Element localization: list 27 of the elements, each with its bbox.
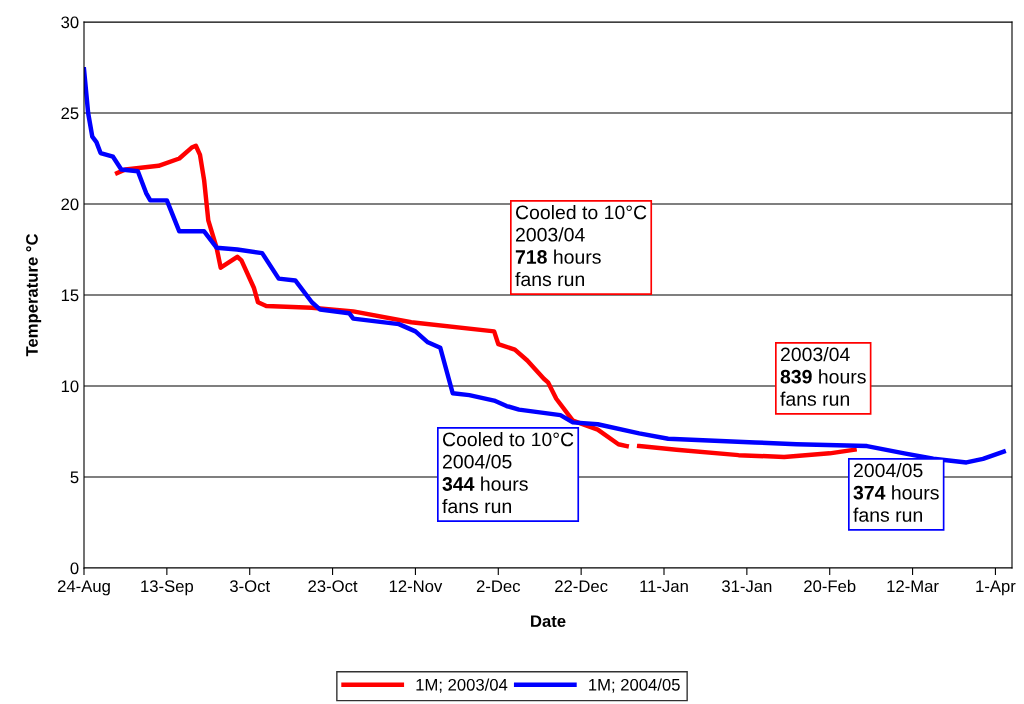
y-tick-label: 25 [61, 107, 79, 120]
annotation: 2004/05 374 hours fans run [853, 463, 939, 522]
y-tick-label: 5 [70, 471, 79, 484]
y-tick-label: 10 [61, 380, 79, 393]
y-tick-label: 0 [70, 562, 79, 575]
y-axis-title: Temperature °C [26, 233, 42, 357]
annotation: Cooled to 10°C 2003/04 718 hours fans run [515, 205, 647, 287]
x-tick-label: 24-Aug [57, 580, 110, 596]
x-tick-label: 13-Sep [141, 580, 194, 596]
annotation: 2003/04 839 hours fans run [780, 347, 866, 406]
annotation: Cooled to 10°C 2004/05 344 hours fans run [442, 432, 574, 514]
x-tick-label: 23-Oct [308, 580, 358, 593]
x-tick-label: 2-Dec [476, 580, 521, 593]
x-tick-label: 12-Mar [887, 580, 939, 593]
y-tick-label: 15 [61, 289, 79, 302]
x-tick-label: 11-Jan [640, 580, 688, 593]
legend-label: 1M; 2004/05 [589, 678, 680, 693]
x-tick-label: 3-Oct [229, 580, 270, 593]
y-tick-label: 30 [61, 16, 79, 29]
x-tick-label: 1-Apr [976, 580, 1016, 596]
x-tick-label: 12-Nov [389, 580, 443, 593]
x-tick-label: 20-Feb [804, 579, 856, 593]
x-axis-title: Date [531, 615, 566, 628]
y-tick-label: 20 [61, 198, 79, 211]
x-tick-label: 22-Dec [555, 580, 608, 593]
x-tick-label: 31-Jan [722, 580, 772, 593]
legend-label: 1M; 2003/04 [416, 678, 508, 693]
